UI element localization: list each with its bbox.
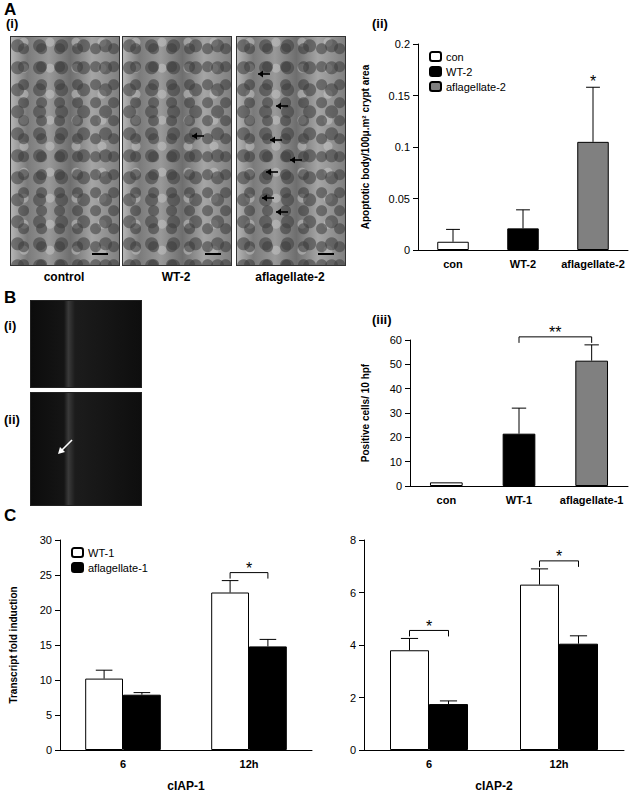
svg-text:0: 0 [350,744,356,756]
svg-text:0.2: 0.2 [395,38,410,50]
svg-text:5: 5 [46,709,52,721]
svg-text:20: 20 [390,431,402,443]
svg-text:WT-1: WT-1 [88,547,114,559]
svg-text:10: 10 [390,456,402,468]
svg-text:cIAP-1: cIAP-1 [167,779,205,793]
html-text:(ii): (ii) [4,412,20,427]
svg-text:0.05: 0.05 [389,193,410,205]
svg-text:6: 6 [350,587,356,599]
svg-text:**: ** [549,324,561,341]
svg-text:12h: 12h [550,758,569,770]
svg-text:0: 0 [404,244,410,256]
svg-text:con: con [437,494,457,506]
svg-text:aflagellate-1: aflagellate-1 [88,562,148,574]
svg-text:Apoptotic body/100μ.m² crypt a: Apoptotic body/100μ.m² crypt area [360,64,371,229]
svg-text:50: 50 [390,358,402,370]
svg-text:30: 30 [390,407,402,419]
svg-text:aflagellate-2: aflagellate-2 [561,258,625,270]
html-text:C: C [4,506,17,525]
html-text:WT-2: WT-2 [161,270,191,284]
svg-text:10: 10 [40,674,52,686]
svg-text:8: 8 [350,534,356,546]
svg-text:*: * [556,548,562,565]
svg-text:Positive cells/ 10 hpf: Positive cells/ 10 hpf [360,363,371,462]
svg-text:0.15: 0.15 [389,90,410,102]
html-text:aflagellate-2: aflagellate-2 [255,270,325,284]
svg-text:12h: 12h [240,758,259,770]
html-text:A: A [4,0,17,19]
svg-text:aflagellate-1: aflagellate-1 [560,494,624,506]
svg-text:con: con [443,258,463,270]
svg-text:15: 15 [40,639,52,651]
html-text:control: control [43,270,85,284]
svg-text:60: 60 [390,334,402,346]
svg-text:*: * [426,618,432,635]
html-text:(ii): (ii) [372,16,388,31]
svg-text:WT-1: WT-1 [506,494,532,506]
svg-text:0: 0 [46,744,52,756]
svg-text:Transcript fold induction: Transcript fold induction [8,586,19,703]
svg-text:con: con [446,51,464,63]
svg-text:20: 20 [40,604,52,616]
svg-text:40: 40 [390,383,402,395]
svg-text:4: 4 [350,639,356,651]
svg-text:aflagellate-2: aflagellate-2 [446,81,506,93]
svg-text:WT-2: WT-2 [446,66,472,78]
html-text:(iii): (iii) [372,312,392,327]
html-text:(i): (i) [4,318,17,333]
svg-text:2: 2 [350,692,356,704]
svg-text:6: 6 [120,758,126,770]
svg-text:6: 6 [426,758,432,770]
html-text:(i): (i) [6,16,19,31]
svg-text:30: 30 [40,534,52,546]
svg-text:WT-2: WT-2 [510,258,536,270]
svg-text:*: * [246,560,252,577]
svg-text:0: 0 [396,480,402,492]
html-text:B: B [4,288,17,307]
svg-text:0.1: 0.1 [395,141,410,153]
svg-text:*: * [590,73,596,90]
svg-text:25: 25 [40,569,52,581]
svg-text:cIAP-2: cIAP-2 [475,779,513,793]
